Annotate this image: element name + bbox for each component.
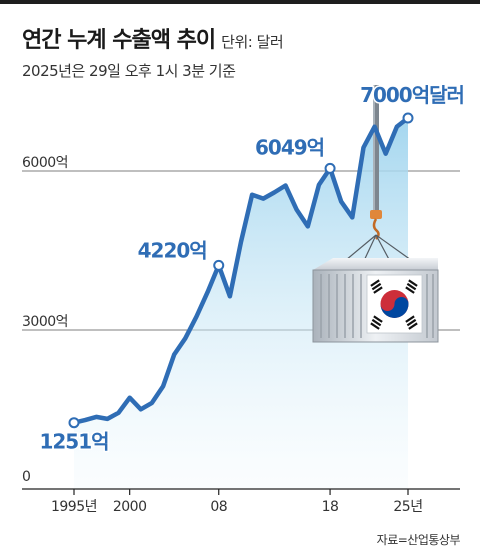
data-label: 4220억 <box>138 238 207 262</box>
y-tick-label: 3000억 <box>22 314 68 330</box>
data-point-marker <box>324 162 336 174</box>
shipping-container-icon <box>312 85 439 343</box>
y-tick-label: 0 <box>22 469 30 485</box>
data-label: 6049억 <box>255 135 324 159</box>
x-tick-label: 18 <box>322 499 339 515</box>
chart-subtitle: 2025년은 29일 오후 1시 3분 기준 <box>22 62 236 80</box>
source-note: 자료=산업통상부 <box>376 533 461 547</box>
x-tick-label: 2000 <box>113 499 147 515</box>
unit-label: 단위: 달러 <box>221 33 284 51</box>
chart-title: 연간 누계 수출액 추이 <box>22 28 216 53</box>
title-row: 연간 누계 수출액 추이 단위: 달러 <box>22 22 284 54</box>
series-line-path <box>71 115 411 425</box>
grid-lines: 0 3000억 6000억 <box>22 155 460 485</box>
data-point-marker <box>402 112 414 124</box>
data-label: 1251억 <box>39 430 108 454</box>
x-tick-label: 1995년 <box>51 499 97 515</box>
series-line <box>71 115 411 425</box>
data-labels: 1251억 4220억 6049억 7000억달러 <box>38 82 466 456</box>
korean-flag-icon <box>370 279 418 330</box>
x-tick-label: 25년 <box>393 499 422 515</box>
top-rule <box>0 0 480 4</box>
data-point-marker <box>213 259 225 271</box>
data-point-marker <box>68 417 80 429</box>
x-tick-label: 08 <box>210 499 227 515</box>
x-axis: 1995년 2000 08 18 25년 <box>22 488 460 515</box>
data-label: 7000억달러 <box>360 83 464 107</box>
y-tick-label: 6000억 <box>22 155 68 171</box>
